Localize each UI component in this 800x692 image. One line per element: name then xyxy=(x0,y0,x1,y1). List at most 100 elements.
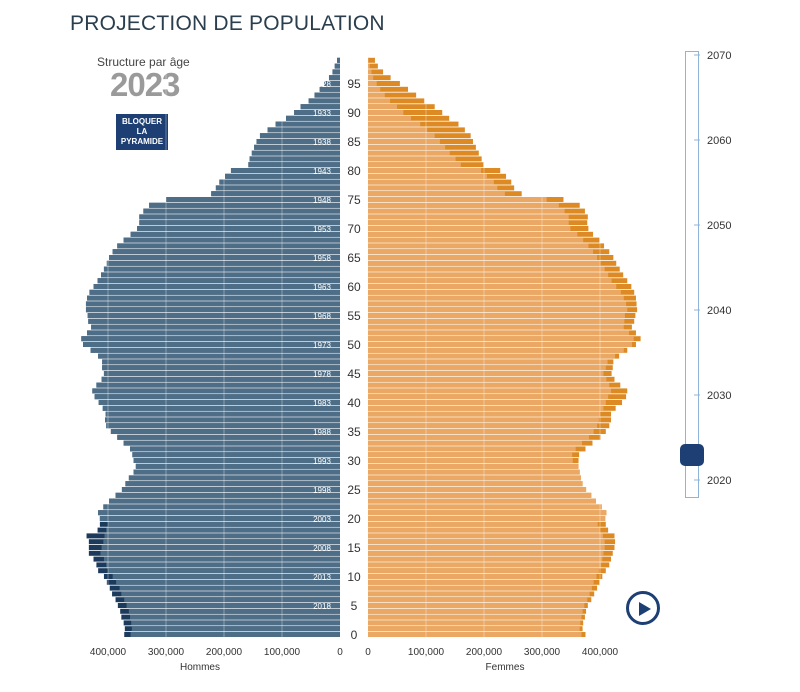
women-bar xyxy=(368,585,592,591)
men-bar xyxy=(106,562,340,568)
age-tick-label: 30 xyxy=(347,454,361,468)
men-bar xyxy=(108,521,340,527)
men-bar xyxy=(139,220,340,226)
women-bar xyxy=(368,127,428,133)
men-bar xyxy=(128,608,340,614)
women-bar xyxy=(368,405,604,411)
age-tick-label: 35 xyxy=(347,425,361,439)
men-bar xyxy=(121,591,340,597)
women-bar xyxy=(368,359,608,365)
women-bar xyxy=(368,69,372,75)
men-bar xyxy=(99,516,340,521)
women-bar xyxy=(368,521,598,527)
women-bar xyxy=(368,231,578,237)
women-bar xyxy=(368,144,446,150)
men-bar xyxy=(85,307,341,313)
x-tick-label: 200,000 xyxy=(206,647,243,658)
men-bar xyxy=(131,620,340,626)
men-bar xyxy=(324,81,340,86)
men-bar xyxy=(131,626,340,632)
women-bar xyxy=(368,237,584,243)
birth-year-label: 1953 xyxy=(313,225,331,234)
women-bar xyxy=(368,75,374,81)
men-bar xyxy=(149,202,340,208)
women-bar xyxy=(368,579,594,585)
x-tick-label: 400,000 xyxy=(582,647,619,658)
men-bar xyxy=(94,394,340,400)
year-slider-handle[interactable] xyxy=(680,443,704,466)
men-bar xyxy=(98,353,340,359)
women-bar-dark xyxy=(368,63,378,69)
men-bar xyxy=(314,92,340,98)
age-tick-label: 80 xyxy=(347,164,361,178)
women-bar xyxy=(368,550,604,556)
age-tick-label: 90 xyxy=(347,106,361,120)
men-bar xyxy=(110,429,341,434)
women-bar-dark xyxy=(368,81,400,86)
age-tick-label: 45 xyxy=(347,367,361,381)
women-bar xyxy=(368,214,569,220)
women-bar xyxy=(368,365,606,371)
women-bar xyxy=(368,63,370,69)
women-bar xyxy=(368,133,435,139)
men-bar xyxy=(116,579,341,585)
men-bar xyxy=(251,150,340,156)
men-bar xyxy=(135,463,340,469)
women-bar xyxy=(368,98,391,104)
women-bar xyxy=(368,400,606,405)
men-bar xyxy=(130,446,340,452)
chart-subtitle: Structure par âge xyxy=(97,55,190,69)
women-bar-dark xyxy=(368,98,425,104)
men-bar xyxy=(104,533,341,539)
women-bar xyxy=(368,243,589,249)
men-bar xyxy=(109,255,340,260)
age-tick-label: 5 xyxy=(351,599,358,613)
men-bar xyxy=(256,139,340,144)
women-bar xyxy=(368,295,624,301)
men-bar xyxy=(308,98,340,104)
men-bar xyxy=(103,504,340,510)
women-bar xyxy=(368,115,411,121)
birth-year-label: 1938 xyxy=(313,138,331,147)
men-bar xyxy=(230,168,340,173)
men-bar xyxy=(106,423,340,429)
men-bar xyxy=(128,475,340,481)
men-bar xyxy=(101,376,341,382)
women-bar xyxy=(368,260,601,266)
women-bar xyxy=(368,173,487,179)
year-slider-track[interactable] xyxy=(685,51,699,498)
women-bar xyxy=(368,342,632,347)
age-tick-label: 95 xyxy=(347,77,361,91)
women-bar xyxy=(368,162,461,168)
women-bar xyxy=(368,301,627,307)
play-button[interactable] xyxy=(626,591,660,625)
birth-year-label: 1958 xyxy=(313,254,331,263)
lock-pyramid-button[interactable]: BLOQUER LA PYRAMIDE xyxy=(116,114,168,150)
age-tick-label: 10 xyxy=(347,570,361,584)
men-bar xyxy=(319,86,340,92)
age-tick-label: 70 xyxy=(347,222,361,236)
birth-year-label: 1968 xyxy=(313,312,331,321)
play-icon xyxy=(639,602,651,616)
women-bar xyxy=(368,504,602,510)
men-bar xyxy=(96,382,341,388)
women-bar xyxy=(368,591,590,597)
women-bar xyxy=(368,434,589,440)
women-bar xyxy=(368,498,596,504)
men-bar xyxy=(105,411,341,417)
x-tick-label: 0 xyxy=(337,647,343,658)
women-bar xyxy=(368,81,377,86)
women-bar xyxy=(368,429,594,434)
women-bar xyxy=(368,376,607,382)
women-bar xyxy=(368,562,602,568)
women-bar xyxy=(368,545,605,550)
men-bar xyxy=(105,417,340,423)
women-bar xyxy=(368,481,583,487)
women-bar xyxy=(368,289,621,295)
women-bar xyxy=(368,179,494,185)
men-bar xyxy=(103,371,340,376)
women-bar xyxy=(368,156,456,162)
women-bar xyxy=(368,423,598,429)
men-bar xyxy=(328,75,340,81)
